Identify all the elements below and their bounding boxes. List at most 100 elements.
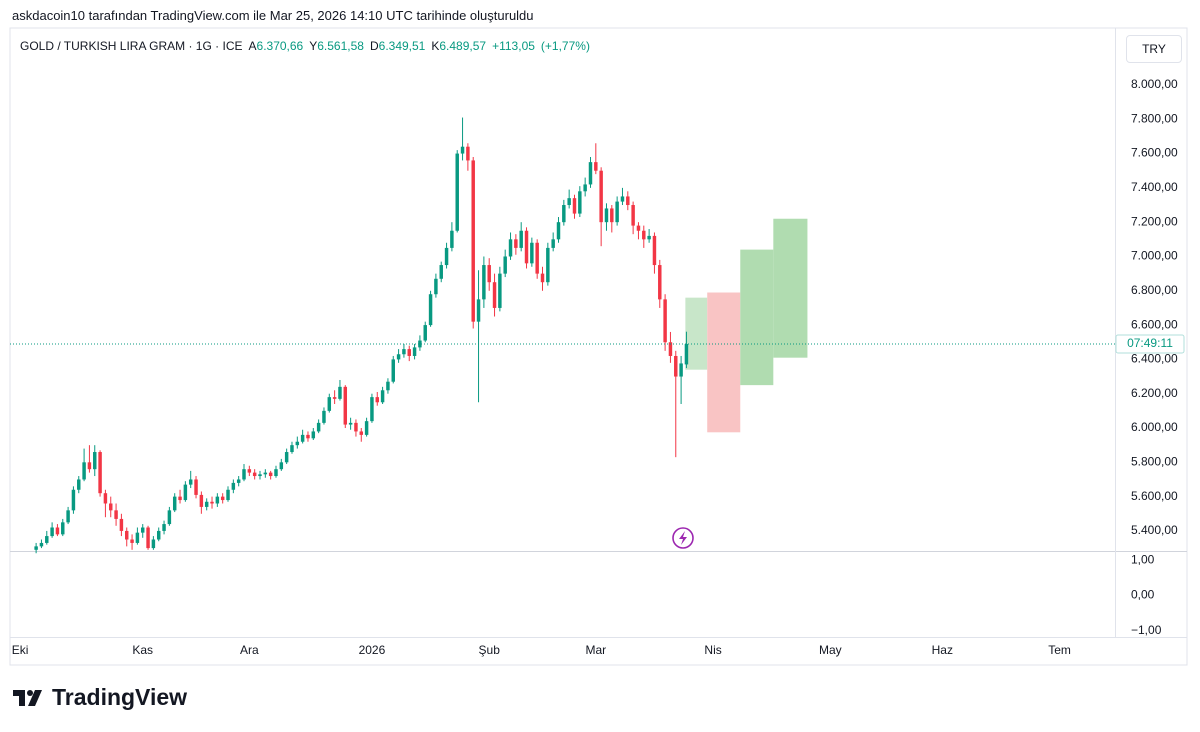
candle-body [610, 208, 614, 223]
candle-body [119, 518, 124, 531]
candle-body [567, 198, 571, 206]
candle-body [252, 472, 257, 477]
candle-body [530, 242, 534, 264]
y-tick-label: 0,00 [1131, 588, 1155, 602]
candle-body [434, 278, 438, 295]
candle-body [471, 160, 475, 322]
x-tick-label: Nis [704, 643, 721, 657]
y-tick-label: −1,00 [1131, 623, 1162, 637]
caption: askdacoin10 tarafından TradingView.com i… [12, 8, 534, 23]
candle-body [620, 196, 625, 202]
symbol-name: GOLD / TURKISH LIRA GRAM · 1G · ICE [20, 39, 243, 53]
x-tick-label: May [819, 643, 842, 657]
candle-body [455, 153, 459, 231]
x-tick-label: Şub [479, 643, 501, 657]
candle-body [466, 146, 470, 161]
y-tick-label: 6.200,00 [1131, 386, 1178, 400]
candle-body [428, 294, 433, 326]
candle-body [87, 462, 92, 470]
candle-body [514, 239, 518, 248]
candle-body [482, 265, 486, 300]
candle-body [114, 510, 118, 519]
candle-body [503, 256, 507, 274]
candle-body [284, 452, 289, 463]
candle-body [658, 265, 662, 300]
candle-body [615, 201, 619, 223]
candle-body [82, 462, 86, 480]
x-tick-label: Tem [1048, 643, 1071, 657]
logo-part [27, 690, 33, 696]
legend-value: 6.489,57 [439, 39, 487, 53]
candle-body [364, 421, 369, 435]
candle-body [460, 146, 465, 154]
countdown: 07:49:11 [1127, 336, 1173, 350]
candle-body [599, 170, 603, 223]
candle-body [370, 397, 374, 422]
logo-part [28, 690, 42, 706]
candle-body [375, 397, 379, 403]
price-label-box [1115, 334, 1185, 354]
candle-body [450, 230, 454, 248]
candle-body [93, 452, 97, 470]
candle-body [279, 462, 284, 470]
candle-body [332, 397, 337, 399]
lightning-icon[interactable] [672, 527, 694, 549]
candle-body [268, 472, 273, 477]
x-tick-label: 2026 [359, 643, 386, 657]
candle-body [423, 325, 427, 341]
candle-body [556, 222, 561, 240]
candle-body [487, 265, 491, 283]
candle-body [572, 198, 577, 214]
candle-body [103, 493, 108, 504]
candle-body [674, 355, 678, 377]
candle-body [146, 527, 150, 549]
candle-body [39, 542, 44, 547]
position-box [773, 218, 808, 358]
y-tick-label: 7.000,00 [1131, 249, 1178, 263]
candle-body [125, 530, 129, 540]
candle-body [498, 273, 502, 308]
candle-body [236, 479, 241, 483]
candle-body [295, 441, 300, 446]
candle-body [311, 431, 316, 439]
candle-body [327, 397, 332, 411]
change-pct: (+1,77%) [540, 39, 590, 53]
candle-body [55, 527, 60, 535]
candle-body [220, 496, 225, 501]
legend-key: D [369, 39, 379, 53]
y-tick-label: 7.600,00 [1131, 146, 1178, 160]
candle-body [668, 342, 673, 356]
candle-body [508, 239, 513, 257]
candle-body [71, 489, 76, 511]
candle-body [274, 469, 278, 477]
y-tick-label: 6.400,00 [1131, 352, 1178, 366]
candle-body [583, 184, 587, 192]
logo-part [13, 690, 25, 706]
candle-body [135, 532, 140, 543]
currency-button[interactable]: TRY [1126, 35, 1182, 63]
y-tick-label: 5.600,00 [1131, 489, 1178, 503]
candle-body [172, 496, 177, 511]
chart-frame [9, 27, 1188, 666]
candle-body [647, 235, 651, 240]
candle-body [492, 282, 497, 308]
candle-body [412, 347, 417, 356]
candle-body [247, 469, 252, 473]
x-tick-label: Mar [585, 643, 606, 657]
x-tick-label: Haz [932, 643, 953, 657]
legend-key: Y [309, 39, 318, 53]
candle-body [50, 527, 54, 537]
candle-body [604, 208, 609, 223]
candle-body [109, 503, 113, 511]
y-tick-label: 6.600,00 [1131, 317, 1178, 331]
candle-body [290, 445, 294, 453]
candle-body [642, 230, 646, 240]
candle-body [679, 363, 683, 377]
legend-key: A [248, 39, 257, 53]
candle-body [636, 225, 641, 231]
y-tick-label: 7.400,00 [1131, 180, 1178, 194]
candle-body [156, 530, 161, 540]
lightning-bolt[interactable] [679, 531, 687, 545]
